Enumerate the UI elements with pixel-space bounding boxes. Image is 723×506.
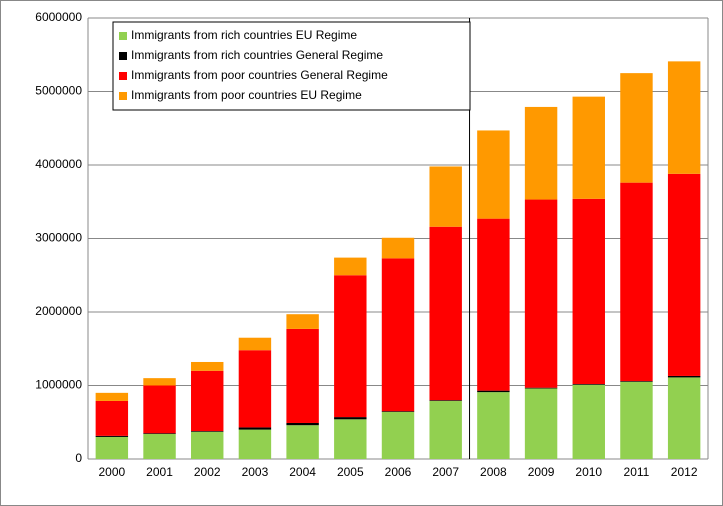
bar-segment — [524, 387, 558, 389]
bar-segment — [334, 257, 367, 276]
bar-segment — [381, 411, 415, 412]
bar-segment — [95, 436, 129, 459]
legend-swatch — [119, 32, 127, 40]
bar-segment — [191, 431, 224, 459]
y-tick-label: 6000000 — [35, 10, 82, 24]
x-tick-label: 2010 — [575, 465, 602, 479]
legend-swatch — [119, 52, 127, 60]
bar-segment — [381, 237, 415, 259]
bar-segment — [667, 61, 701, 174]
bar-segment — [238, 429, 272, 459]
bar-segment — [191, 361, 224, 371]
x-tick-label: 2009 — [528, 465, 555, 479]
bar-segment — [286, 314, 319, 329]
x-tick-label: 2008 — [480, 465, 507, 479]
bar-segment — [429, 166, 462, 227]
bar-segment — [477, 390, 510, 393]
bar-segment — [381, 411, 415, 459]
y-tick-label: 4000000 — [35, 157, 82, 171]
bar-segment — [429, 400, 462, 401]
bar-segment — [286, 328, 319, 423]
y-tick-label: 2000000 — [35, 304, 82, 318]
x-tick-label: 2006 — [385, 465, 412, 479]
x-tick-label: 2012 — [671, 465, 698, 479]
bar-segment — [572, 96, 605, 199]
x-tick-label: 2007 — [432, 465, 459, 479]
bar-segment — [143, 385, 176, 434]
legend-swatch — [119, 72, 127, 80]
x-tick-label: 2002 — [194, 465, 221, 479]
bar-segment — [238, 427, 272, 430]
bar-segment — [620, 73, 653, 183]
bar-segment — [286, 425, 319, 459]
bar-segment — [334, 417, 367, 420]
bar-segment — [667, 173, 701, 376]
bar-segment — [620, 381, 653, 382]
bar-segment — [572, 384, 605, 385]
bar-segment — [572, 384, 605, 459]
bar-segment — [238, 337, 272, 351]
legend-label: Immigrants from poor countries EU Regime — [131, 88, 362, 102]
bar-segment — [143, 434, 176, 459]
bar-segment — [667, 377, 701, 459]
legend-box — [112, 21, 471, 111]
x-tick-label: 2005 — [337, 465, 364, 479]
x-tick-label: 2001 — [146, 465, 173, 479]
legend-label: Immigrants from poor countries General R… — [131, 68, 388, 82]
bar-segment — [667, 375, 701, 378]
bar-segment — [286, 422, 319, 426]
bar-segment — [572, 198, 605, 385]
y-tick-label: 3000000 — [35, 231, 82, 245]
bar-segment — [477, 130, 510, 219]
legend-label: Immigrants from rich countries EU Regime — [131, 28, 357, 42]
bar-segment — [143, 433, 176, 435]
x-tick-label: 2000 — [98, 465, 125, 479]
bar-segment — [191, 431, 224, 432]
bar-segment — [477, 218, 510, 391]
bar-segment — [143, 378, 176, 386]
legend-label: Immigrants from rich countries General R… — [131, 48, 383, 62]
x-tick-label: 2004 — [289, 465, 316, 479]
bar-segment — [620, 381, 653, 459]
bar-segment — [477, 392, 510, 459]
bar-segment — [334, 275, 367, 418]
y-tick-label: 1000000 — [35, 378, 82, 392]
bar-segment — [429, 400, 462, 459]
bar-segment — [334, 419, 367, 459]
bar-segment — [381, 258, 415, 412]
y-tick-label: 5000000 — [35, 84, 82, 98]
x-tick-label: 2011 — [624, 465, 650, 479]
bar-segment — [191, 370, 224, 432]
x-tick-label: 2003 — [242, 465, 269, 479]
bar-segment — [524, 106, 558, 200]
bar-segment — [95, 392, 129, 401]
bar-segment — [429, 226, 462, 401]
bar-segment — [524, 199, 558, 388]
bar-segment — [95, 435, 129, 437]
legend-swatch — [119, 92, 127, 100]
y-tick-label: 0 — [75, 451, 82, 465]
bar-segment — [524, 388, 558, 459]
bar-segment — [95, 400, 129, 436]
bar-segment — [238, 350, 272, 428]
bar-segment — [620, 182, 653, 382]
